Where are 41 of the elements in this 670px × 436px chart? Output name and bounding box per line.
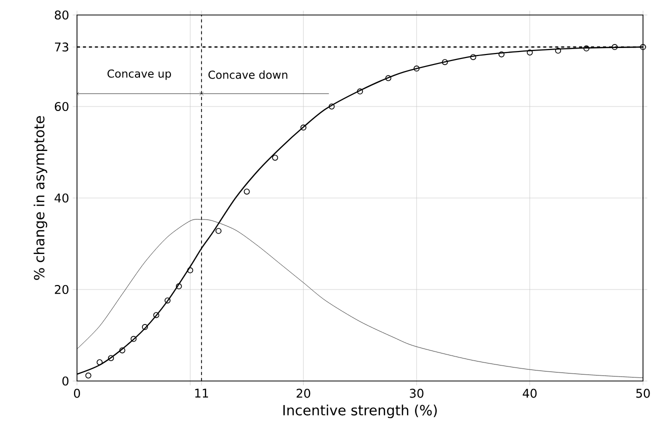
point bbox=[555, 48, 562, 54]
point bbox=[526, 50, 533, 56]
y-tick-label: 60 bbox=[54, 102, 68, 112]
point bbox=[612, 44, 618, 50]
point bbox=[85, 372, 92, 378]
point bbox=[142, 324, 148, 330]
point bbox=[216, 228, 222, 234]
point bbox=[272, 154, 278, 161]
point bbox=[187, 267, 194, 274]
point bbox=[357, 88, 363, 94]
point bbox=[153, 312, 160, 318]
point bbox=[583, 45, 590, 52]
x-tick-label: 40 bbox=[522, 388, 537, 398]
x-tick-label: 30 bbox=[410, 388, 424, 398]
point bbox=[108, 355, 114, 362]
x-tick-label: 11 bbox=[195, 388, 208, 398]
x-tick-label: 20 bbox=[296, 388, 310, 398]
y-tick-label: 80 bbox=[54, 10, 68, 20]
x-tick-label: 50 bbox=[636, 388, 650, 398]
point bbox=[498, 51, 504, 58]
x-tick-label: 0 bbox=[74, 388, 80, 398]
annotation: Concave up bbox=[108, 69, 171, 80]
point bbox=[244, 188, 250, 195]
x-axis-title: Incentive strength (%) bbox=[283, 404, 437, 418]
point bbox=[414, 66, 420, 72]
y-tick-label: 73 bbox=[55, 42, 68, 52]
y-tick-label: 40 bbox=[54, 193, 68, 203]
point bbox=[176, 283, 182, 290]
point bbox=[130, 336, 137, 342]
point bbox=[328, 104, 335, 110]
point bbox=[385, 75, 392, 82]
point bbox=[470, 54, 476, 60]
y-axis-title: % change in asymptote bbox=[34, 116, 48, 280]
point bbox=[300, 124, 306, 131]
y-tick-label: 0 bbox=[62, 376, 68, 386]
y-tick-label: 20 bbox=[54, 284, 68, 294]
point bbox=[164, 297, 171, 304]
annotation: Concave down bbox=[208, 70, 288, 79]
point bbox=[442, 59, 448, 66]
point bbox=[119, 347, 126, 354]
point bbox=[96, 359, 103, 366]
